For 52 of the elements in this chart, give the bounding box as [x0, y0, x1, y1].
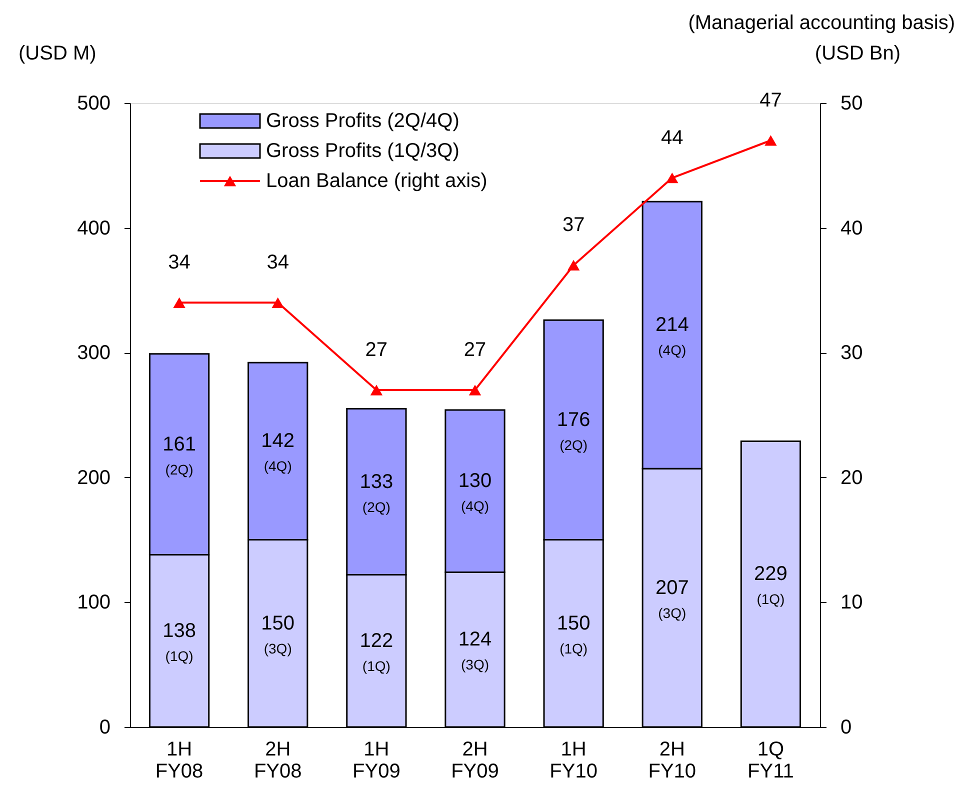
y2-tick-label: 40	[840, 217, 863, 240]
x-tick-label: 2H FY09	[451, 738, 499, 782]
text: 161 (2Q)	[162, 433, 196, 478]
text: 133 (2Q)	[360, 470, 394, 515]
y-tick-label: 500	[77, 92, 110, 114]
data-label: 34	[266, 252, 289, 274]
x-tick-label: 1Q FY11	[748, 738, 794, 782]
text: 214 (4Q)	[655, 314, 689, 358]
data-label: 44	[661, 126, 684, 149]
point	[764, 135, 777, 146]
y2-tick-label: 20	[840, 466, 863, 489]
text: 150 (1Q)	[556, 612, 590, 656]
legend-label: Gross Profits (2Q/4Q)	[266, 110, 460, 132]
y2-axis-title: (USD Bn)	[814, 42, 900, 64]
y-tick-label: 200	[77, 466, 110, 489]
text: (Managerial accounting basis)	[688, 12, 955, 34]
text: 150 (3Q)	[261, 612, 295, 656]
x-tick-label: 1H FY10	[550, 738, 598, 782]
data-label: 27	[464, 339, 486, 362]
legend-label: Gross Profits (1Q/3Q)	[266, 140, 460, 162]
point	[173, 297, 186, 308]
point	[370, 384, 383, 396]
data-label: 47	[760, 89, 782, 112]
text: 130 (4Q)	[458, 470, 492, 514]
text: 142 (4Q)	[261, 430, 295, 474]
point	[567, 260, 580, 271]
y-tick-label: 100	[77, 592, 110, 614]
y2-tick-label: 10	[840, 592, 863, 614]
point	[468, 384, 482, 396]
text: 229 (1Q)	[754, 563, 788, 608]
data-label: 34	[168, 252, 190, 274]
text: 207 (3Q)	[655, 576, 689, 621]
point	[666, 172, 678, 184]
text: 122 (1Q)	[360, 630, 394, 674]
x-tick-label: 1H FY09	[352, 738, 400, 782]
data-label: 37	[562, 214, 585, 236]
y-tick-label: 300	[77, 342, 110, 364]
y-tick-label: 400	[77, 217, 110, 240]
x-tick-label: 2H FY10	[648, 738, 696, 782]
point	[272, 297, 284, 308]
y2-tick-label: 50	[840, 92, 863, 114]
y-tick-label: 0	[99, 716, 110, 738]
text: 138 (1Q)	[162, 620, 196, 664]
x-tick-label: 2H FY08	[254, 738, 302, 782]
y2-tick-label: 30	[840, 342, 863, 364]
text: 176 (2Q)	[556, 408, 590, 453]
x-tick-label: 1H FY08	[155, 738, 204, 782]
y2-tick-label: 0	[840, 716, 852, 738]
text: 124 (3Q)	[458, 628, 492, 673]
y-axis-title: (USD M)	[18, 42, 96, 64]
data-label: 27	[365, 339, 388, 362]
legend-label: Loan Balance (right axis)	[266, 170, 488, 192]
